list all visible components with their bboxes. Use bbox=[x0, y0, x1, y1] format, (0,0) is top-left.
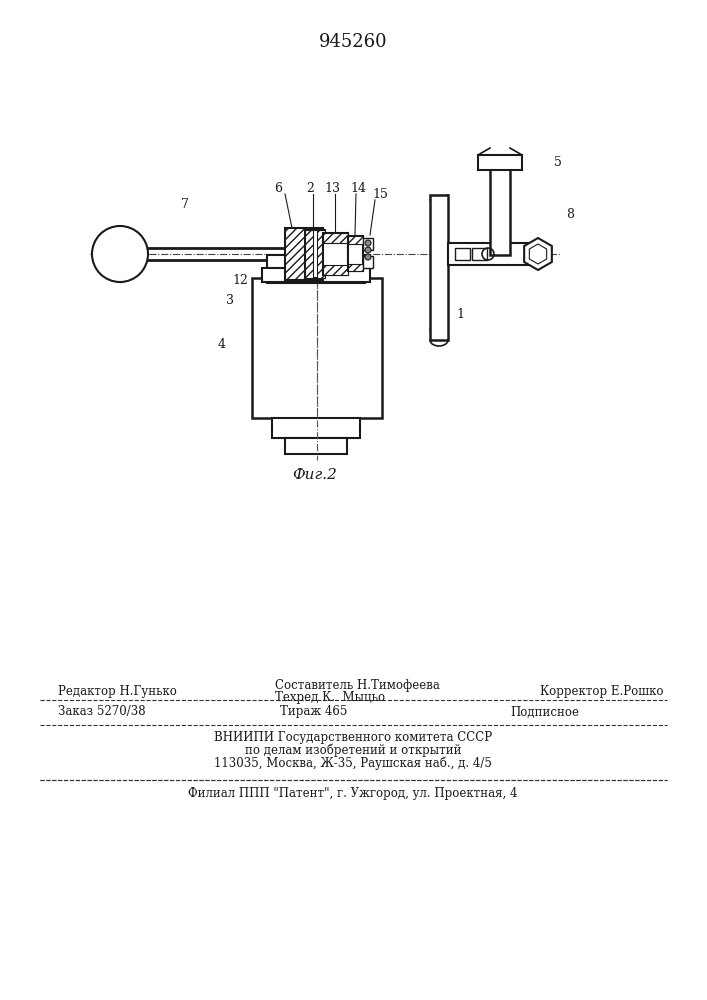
Text: 3: 3 bbox=[226, 294, 234, 306]
Bar bbox=[305, 230, 313, 278]
Text: 5: 5 bbox=[554, 155, 562, 168]
Text: по делам изобретений и открытий: по делам изобретений и открытий bbox=[245, 743, 461, 757]
Bar bbox=[285, 438, 347, 454]
Circle shape bbox=[365, 254, 371, 260]
Text: 13: 13 bbox=[324, 182, 340, 194]
Bar bbox=[448, 243, 538, 265]
Text: Тираж 465: Тираж 465 bbox=[280, 706, 347, 718]
Text: 2: 2 bbox=[306, 182, 314, 194]
Text: 1: 1 bbox=[456, 308, 464, 322]
Text: 12: 12 bbox=[232, 273, 248, 286]
Bar bbox=[348, 236, 363, 244]
Bar bbox=[472, 248, 487, 260]
Text: Подписное: Подписное bbox=[510, 706, 579, 718]
Text: Техред К.  Мыцьо: Техред К. Мыцьо bbox=[275, 692, 385, 704]
Bar bbox=[363, 256, 373, 268]
Bar bbox=[317, 230, 325, 278]
Text: 15: 15 bbox=[372, 188, 388, 202]
Text: 8: 8 bbox=[566, 209, 574, 222]
Text: Заказ 5270/38: Заказ 5270/38 bbox=[58, 706, 146, 718]
Text: Фиг.2: Фиг.2 bbox=[293, 468, 337, 482]
Circle shape bbox=[92, 226, 148, 282]
Bar bbox=[323, 233, 348, 243]
Text: 945260: 945260 bbox=[319, 33, 387, 51]
Bar bbox=[348, 264, 363, 271]
Bar bbox=[455, 248, 470, 260]
Bar bbox=[267, 255, 365, 283]
Bar bbox=[323, 233, 348, 275]
Text: Составитель Н.Тимофеева: Составитель Н.Тимофеева bbox=[275, 680, 440, 692]
Text: 7: 7 bbox=[181, 198, 189, 212]
Bar bbox=[305, 230, 325, 278]
Text: 14: 14 bbox=[350, 182, 366, 194]
Bar bbox=[285, 228, 323, 280]
Bar bbox=[348, 236, 363, 271]
Text: Корректор Е.Рошко: Корректор Е.Рошко bbox=[540, 686, 663, 698]
Polygon shape bbox=[524, 238, 552, 270]
Text: ВНИИПИ Государственного комитета СССР: ВНИИПИ Государственного комитета СССР bbox=[214, 730, 492, 744]
Bar bbox=[323, 265, 348, 275]
Text: 4: 4 bbox=[218, 338, 226, 352]
Bar bbox=[363, 238, 373, 250]
Text: 113035, Москва, Ж-35, Раушская наб., д. 4/5: 113035, Москва, Ж-35, Раушская наб., д. … bbox=[214, 756, 492, 770]
Bar bbox=[272, 418, 360, 438]
Bar bbox=[262, 268, 370, 282]
Text: Редактор Н.Гунько: Редактор Н.Гунько bbox=[58, 686, 177, 698]
Bar bbox=[430, 195, 448, 340]
Text: 6: 6 bbox=[274, 182, 282, 194]
Text: Филиал ППП "Патент", г. Ужгород, ул. Проектная, 4: Филиал ППП "Патент", г. Ужгород, ул. Про… bbox=[188, 786, 518, 800]
Circle shape bbox=[365, 240, 371, 246]
Circle shape bbox=[365, 247, 371, 253]
Bar bbox=[252, 278, 382, 418]
Bar bbox=[478, 155, 522, 170]
Bar bbox=[490, 155, 510, 255]
